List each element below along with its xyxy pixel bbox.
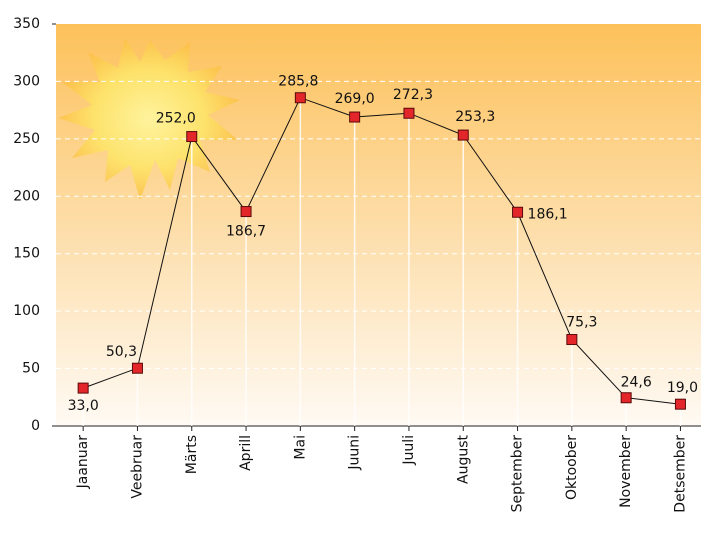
- value-label: 24,6: [621, 375, 652, 391]
- marker: [186, 131, 198, 143]
- data-line: [83, 97, 681, 405]
- value-label: 269,0: [335, 91, 375, 107]
- marker: [294, 92, 306, 104]
- x-tick-label: Märts: [184, 435, 200, 474]
- value-label: 50,3: [106, 344, 137, 360]
- marker: [566, 334, 578, 346]
- marker: [77, 382, 89, 394]
- x-tick-label: Juuni: [347, 435, 363, 471]
- value-label: 253,3: [455, 109, 495, 125]
- x-tick-label: Veebruar: [129, 435, 145, 499]
- x-tick-label: Juuli: [401, 435, 417, 466]
- sun-decoration: [58, 38, 240, 200]
- value-label: 272,3: [393, 87, 433, 103]
- value-label: 19,0: [667, 380, 698, 396]
- y-tick-label: 100: [13, 303, 40, 319]
- marker: [457, 129, 469, 141]
- value-label: 252,0: [156, 111, 196, 127]
- marker: [240, 206, 252, 218]
- y-tick-label: 200: [13, 188, 40, 204]
- x-tick-label: Oktoober: [564, 435, 580, 500]
- marker: [512, 206, 524, 218]
- marker: [674, 398, 686, 410]
- value-label: 186,7: [226, 224, 266, 240]
- x-tick-label: Jaanuar: [75, 435, 91, 490]
- x-tick-label: Aprill: [238, 435, 254, 471]
- marker: [620, 392, 632, 404]
- value-label: 75,3: [566, 315, 597, 331]
- x-tick-label: September: [510, 435, 526, 513]
- marker: [349, 111, 361, 123]
- x-tick-label: Mai: [292, 435, 308, 460]
- y-tick-label: 350: [13, 16, 40, 32]
- x-tick-label: August: [455, 434, 471, 484]
- y-tick-label: 250: [13, 131, 40, 147]
- value-label: 285,8: [278, 74, 318, 90]
- y-tick-label: 150: [13, 246, 40, 262]
- value-label: 186,1: [528, 206, 568, 222]
- y-tick-label: 0: [31, 418, 40, 434]
- x-tick-label: Detsember: [672, 435, 688, 513]
- x-tick-label: November: [618, 435, 634, 508]
- marker: [131, 362, 143, 374]
- y-tick-label: 50: [22, 361, 40, 377]
- y-tick-label: 300: [13, 73, 40, 89]
- marker: [403, 107, 415, 119]
- value-label: 33,0: [68, 398, 99, 414]
